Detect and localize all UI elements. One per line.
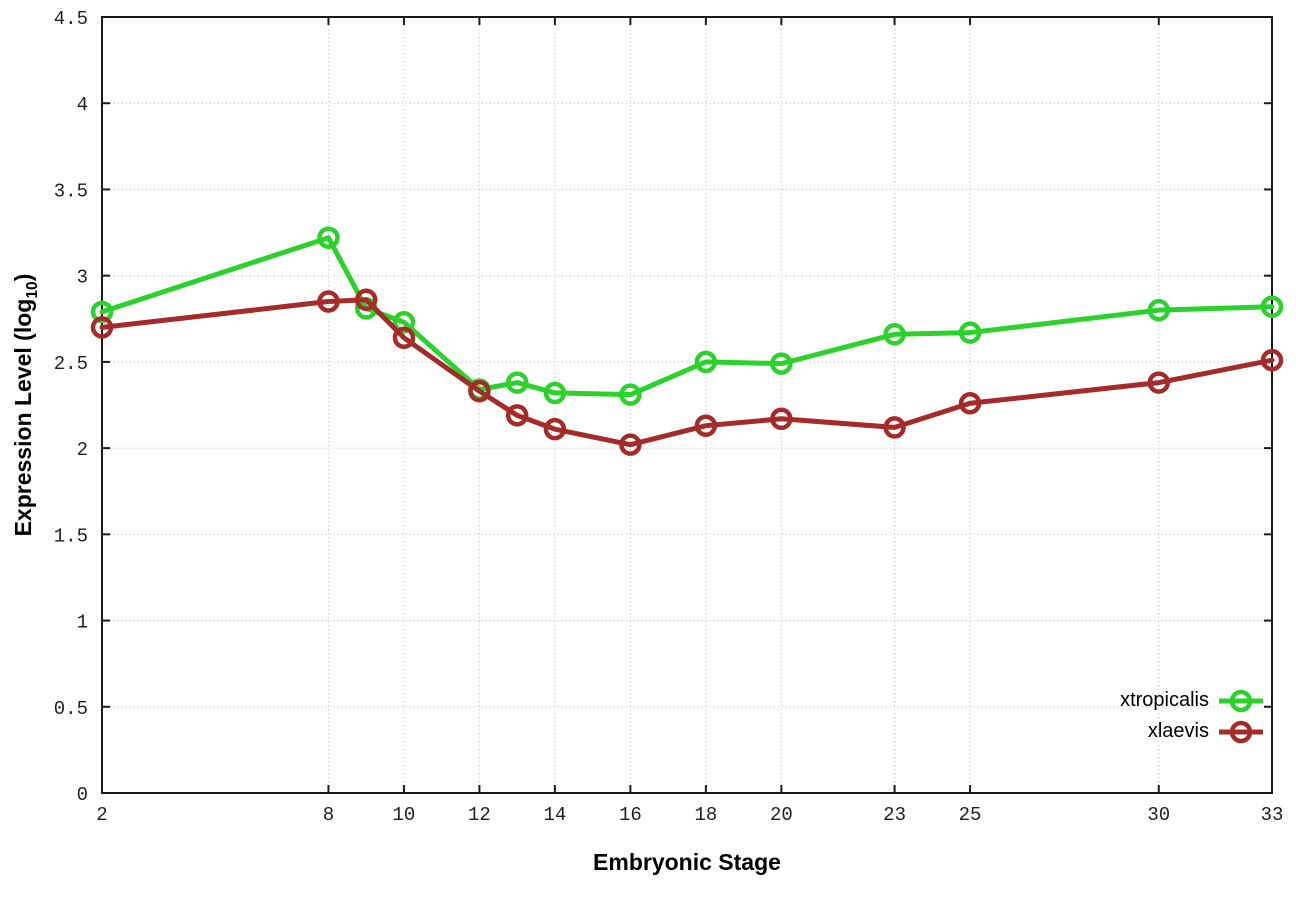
axis-ticks: 2 8 10 12 14 16 18 20 23 25 30 33 0 0.5 1 1.5 2 2.5 3 3.5 4 4… (54, 8, 1284, 826)
x-tick-label-2: 2 (96, 804, 107, 826)
data-point-xtropicalis-stage-25 (958, 321, 982, 344)
x-tick-label-20: 20 (770, 804, 793, 826)
data-point-xlaevis-stage-14 (543, 417, 567, 441)
legend-label-xtropicalis: xtropicalis (1120, 689, 1209, 711)
x-axis-label: Embryonic Stage (593, 849, 781, 875)
y-axis-label: Expression Level (log10) (10, 274, 42, 537)
data-point-xlaevis-stage-25 (958, 392, 982, 415)
y-axis-label-suffix: ) (10, 273, 37, 282)
x-tick-label-25: 25 (959, 804, 982, 826)
data-point-xtropicalis-stage-23 (883, 323, 906, 346)
y-tick-label-4: 4 (77, 94, 88, 116)
data-point-xlaevis-stage-10 (392, 326, 416, 349)
legend-marker-xtropicalis (1219, 689, 1263, 712)
legend-item-xtropicalis: xtropicalis (1120, 686, 1264, 715)
y-tick-label-0.5: 0.5 (54, 698, 88, 720)
y-tick-label-4.5: 4.5 (54, 8, 88, 30)
data-point-xlaevis-stage-8 (317, 290, 340, 313)
y-axis-label-subscript: 10 (23, 281, 41, 299)
series-xtropicalis (90, 226, 1284, 406)
x-tick-label-30: 30 (1147, 804, 1170, 826)
data-point-xtropicalis-stage-2 (90, 300, 114, 324)
data-point-xlaevis-stage-18 (694, 414, 718, 437)
y-tick-label-1: 1 (77, 612, 88, 634)
x-tick-label-14: 14 (543, 804, 566, 826)
plot-border (101, 16, 1273, 794)
data-point-xlaevis-stage-2 (90, 316, 114, 339)
y-tick-label-1.5: 1.5 (54, 525, 88, 547)
data-point-xlaevis-stage-30 (1147, 371, 1171, 394)
data-point-xtropicalis-stage-10 (392, 310, 416, 334)
data-point-xlaevis-stage-16 (619, 433, 642, 456)
series-line-xtropicalis (99, 235, 1275, 398)
y-tick-label-3: 3 (77, 267, 88, 289)
legend-label-xlaevis: xlaevis (1147, 720, 1209, 742)
x-tick-label-23: 23 (883, 804, 906, 826)
x-tick-label-10: 10 (393, 804, 416, 826)
data-point-xlaevis-stage-13 (505, 404, 529, 427)
series-xlaevis (90, 288, 1284, 456)
x-tick-label-18: 18 (694, 804, 717, 826)
data-point-xtropicalis-stage-18 (694, 350, 718, 374)
data-point-xtropicalis-stage-33 (1260, 295, 1284, 318)
data-point-xtropicalis-stage-14 (543, 381, 567, 405)
legend-item-xlaevis: xlaevis (1120, 717, 1264, 746)
data-point-xlaevis-stage-33 (1260, 348, 1284, 372)
data-point-xtropicalis-stage-16 (619, 383, 642, 406)
data-point-xtropicalis-stage-13 (505, 371, 529, 394)
x-tick-label-8: 8 (323, 804, 334, 826)
x-tick-label-16: 16 (619, 804, 642, 826)
gridlines (102, 17, 1272, 793)
y-tick-label-0: 0 (77, 784, 88, 806)
data-point-xtropicalis-stage-20 (770, 352, 793, 375)
data-point-xlaevis-stage-23 (883, 416, 906, 439)
data-point-xlaevis-stage-9 (354, 288, 378, 312)
y-tick-label-2: 2 (77, 439, 88, 461)
data-point-xlaevis-stage-12 (468, 379, 491, 403)
data-point-xtropicalis-stage-30 (1147, 298, 1171, 322)
x-tick-label-33: 33 (1261, 804, 1284, 826)
legend-marker-xlaevis (1219, 720, 1263, 743)
data-point-xlaevis-stage-20 (770, 407, 793, 431)
legend: xtropicalis xlaevis (1120, 686, 1264, 746)
y-tick-label-3.5: 3.5 (54, 180, 88, 202)
y-tick-label-2.5: 2.5 (54, 353, 88, 375)
x-tick-label-12: 12 (468, 804, 491, 826)
data-point-xtropicalis-stage-8 (317, 226, 340, 249)
y-axis-label-text: Expression Level (log (10, 298, 37, 537)
